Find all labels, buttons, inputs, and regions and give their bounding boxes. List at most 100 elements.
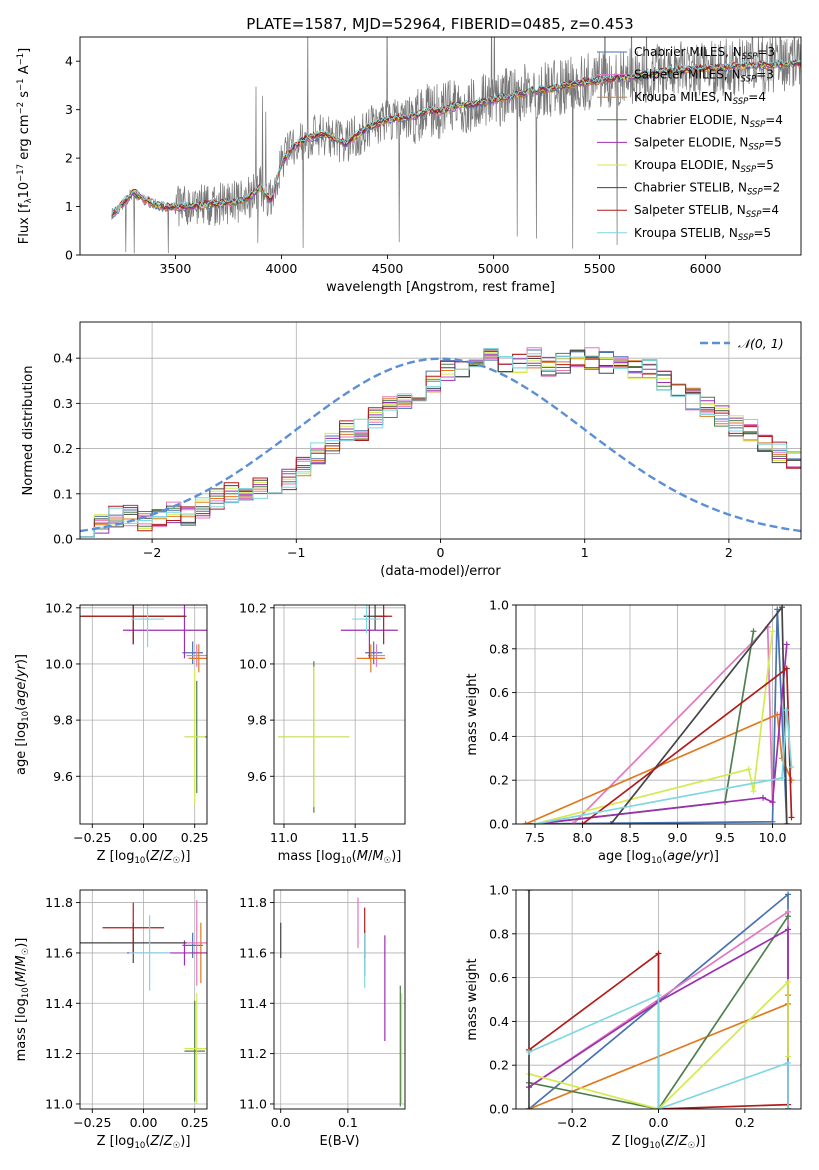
massweight-vs-age-ytick-label-0: 0.0 — [489, 817, 509, 832]
massweight-vs-age-line-chabrier_elodie — [534, 631, 755, 824]
spectrum-legend-label-5: Kroupa ELODIE, NSSP=5 — [634, 158, 774, 175]
massweight-vs-age-marker-kroupa_miles-3 — [788, 777, 795, 784]
massweight-vs-Z-line-kroupa_elodie — [528, 979, 789, 1109]
mass-vs-Z-ytick-label-4: 11.8 — [45, 895, 73, 910]
mass-vs-Z-frame: −0.25 0.00 0.25 11.0 11.2 11.4 11.6 11.8 Z [log1… — [14, 889, 209, 1151]
mass-vs-Z-ytick-label-2: 11.4 — [45, 996, 73, 1011]
massweight-vs-age-xtick-label-0: 7.5 — [525, 830, 545, 845]
mass-vs-Z-axes — [80, 890, 207, 1109]
spectrum-xtick-label-5: 6000 — [690, 261, 722, 276]
residual-histogram-ytick-label-1: 0.1 — [53, 486, 73, 501]
mass-vs-Z-xtick-label-1: 0.00 — [130, 1115, 158, 1130]
massweight-vs-age-marker-salpeter_elodie-2 — [769, 799, 776, 806]
age-vs-mass-plot-area — [278, 605, 398, 813]
age-vs-Z-ytick-label-2: 10.0 — [45, 656, 73, 671]
massweight-vs-age-plot-area — [522, 605, 795, 824]
massweight-vs-age-marker-kroupa_stelib-1 — [779, 775, 785, 782]
spectrum-ytick-label-3: 3 — [65, 102, 73, 117]
massweight-vs-Z-marker-chabrier_miles-1 — [785, 891, 792, 898]
mass-vs-ebv-ytick-label-4: 11.8 — [239, 895, 267, 910]
residual-histogram-xtick-label-3: 1 — [581, 545, 589, 560]
massweight-vs-Z-marker-kroupa_stelib-3 — [785, 1060, 792, 1067]
age-vs-Z-plot-area — [80, 605, 207, 805]
massweight-vs-age-marker-chabrier_stelib-2 — [783, 821, 790, 824]
massweight-vs-age-marker-kroupa_stelib-2 — [783, 707, 790, 714]
massweight-vs-age-ytick-label-5: 1.0 — [489, 598, 509, 613]
massweight-vs-age-marker-salpeter_stelib-0 — [579, 821, 586, 824]
massweight-vs-age-marker-kroupa_stelib-0 — [532, 821, 538, 824]
age-vs-mass-ytick-label-3: 10.2 — [239, 600, 267, 615]
spectrum-ylabel: Flux [fλ10−17 erg cm−2 s−1 A−1] — [16, 48, 34, 244]
massweight-vs-age-xtick-label-1: 8.0 — [573, 830, 593, 845]
spectrum-xlabel: wavelength [Angstrom, rest frame] — [326, 280, 555, 295]
mass-vs-ebv-xtick-label-1: 0.1 — [338, 1115, 358, 1130]
massweight-vs-Z-line-kroupa_stelib — [528, 993, 789, 1109]
residual-histogram-ylabel: Normed distribution — [21, 366, 36, 496]
massweight-vs-Z-plot-area — [525, 890, 792, 1109]
spectrum-legend-label-6: Chabrier STELIB, NSSP=2 — [634, 181, 780, 198]
massweight-vs-Z-ytick-label-2: 0.4 — [489, 1014, 509, 1029]
age-vs-Z-xtick-label-1: 0.00 — [130, 830, 158, 845]
massweight-vs-age-marker-kroupa_miles-1 — [774, 711, 781, 718]
massweight-vs-age-marker-kroupa_elodie-2 — [750, 788, 757, 795]
mass-vs-Z-ytick-label-3: 11.6 — [45, 945, 73, 960]
massweight-vs-age-marker-salpeter_stelib-1 — [783, 665, 790, 672]
massweight-vs-Z-marker-salpeter_elodie-2 — [785, 926, 792, 933]
massweight-vs-age-line-kroupa_miles — [525, 713, 793, 824]
figure-title: PLATE=1587, MJD=52964, FIBERID=0485, z=0… — [246, 15, 633, 33]
massweight-vs-age-line-salpeter_stelib — [581, 666, 793, 824]
spectrum-legend-label-8: Kroupa STELIB, NSSP=5 — [634, 226, 771, 243]
spectrum-legend-label-3: Chabrier ELODIE, NSSP=4 — [634, 113, 783, 130]
age-vs-Z-frame: −0.25 0.00 0.25 9.6 9.8 10.0 10.2 Z [log10(Z/Z☉… — [14, 600, 209, 866]
spectrum-model-kroupa_stelib — [111, 58, 801, 215]
massweight-vs-age-ytick-label-4: 0.8 — [489, 641, 509, 656]
residual-histogram-xtick-label-0: −2 — [143, 545, 161, 560]
mass-vs-ebv-plot-area — [280, 897, 403, 1107]
mass-vs-ebv-frame: 0.0 0.1 11.0 11.2 11.4 11.6 11.8 E(B-V) — [239, 889, 406, 1149]
massweight-vs-Z-marker-chabrier_elodie-2 — [785, 913, 792, 920]
mass-vs-ebv-ytick-label-1: 11.2 — [239, 1046, 267, 1061]
massweight-vs-Z-ytick-label-5: 1.0 — [489, 883, 509, 898]
spectrum-xtick-label-1: 4000 — [266, 261, 298, 276]
residual-histogram-frame: −2 −1 0 1 2 0.0 0.1 0.2 0.3 0.4 (data-model)/error… — [21, 321, 802, 579]
massweight-vs-Z-marker-kroupa_elodie-2 — [785, 978, 792, 985]
massweight-vs-Z-xlabel: Z [log10(Z/Z☉)] — [612, 1134, 706, 1151]
massweight-vs-age-spine — [515, 604, 802, 825]
age-vs-Z-xtick-label-2: 0.25 — [181, 830, 209, 845]
age-vs-mass-axes — [274, 605, 405, 824]
residual-normal-curve — [80, 357, 801, 533]
massweight-vs-Z-marker-kroupa_stelib-2 — [655, 1106, 662, 1109]
massweight-vs-Z-marker-kroupa_stelib-1 — [655, 992, 662, 999]
massweight-vs-age-ytick-label-1: 0.2 — [489, 773, 509, 788]
mass-vs-Z-xtick-label-0: −0.25 — [73, 1115, 111, 1130]
massweight-vs-Z-ytick-label-4: 0.8 — [489, 926, 509, 941]
mass-vs-ebv-xlabel: E(B-V) — [319, 1134, 359, 1149]
massweight-vs-age-marker-salpeter_elodie-3 — [783, 641, 790, 648]
massweight-vs-age-ylabel: mass weight — [465, 673, 480, 755]
massweight-vs-age-line-salpeter_elodie — [534, 644, 788, 824]
mass-vs-Z-ylabel: mass [log10(M/M☉)] — [14, 938, 31, 1062]
massweight-vs-age-line-kroupa_elodie — [534, 631, 774, 824]
spectrum-legend-label-2: Kroupa MILES, NSSP=4 — [634, 90, 766, 107]
spectrum-ytick-label-2: 2 — [65, 151, 73, 166]
spectrum-plot-area — [111, 37, 801, 254]
massweight-vs-Z-line-chabrier_elodie — [528, 915, 789, 1109]
spectrum-ytick-label-0: 0 — [65, 248, 73, 263]
massweight-vs-age-marker-chabrier_stelib-0 — [608, 821, 614, 824]
age-vs-mass-xtick-label-0: 11.0 — [270, 830, 298, 845]
residual-histogram-xtick-label-4: 2 — [725, 545, 733, 560]
massweight-vs-age-marker-chabrier_elodie-2 — [750, 628, 757, 635]
spectrum-ytick-label-1: 1 — [65, 199, 73, 214]
massweight-vs-age-marker-kroupa_elodie-3 — [769, 628, 776, 635]
residual-histogram-ytick-label-2: 0.2 — [53, 441, 73, 456]
residual-histogram-ytick-label-4: 0.4 — [53, 351, 73, 366]
residual-hist-salpeter_stelib — [80, 349, 801, 538]
spectrum-frame: 3500 4000 4500 5000 5500 6000 0 1 2 3 4 wavelength … — [16, 36, 802, 295]
massweight-vs-age-line-chabrier_miles — [525, 609, 788, 824]
residual-histogram-xlabel: (data-model)/error — [380, 564, 501, 579]
massweight-vs-Z-marker-salpeter_stelib-1 — [655, 950, 662, 957]
massweight-vs-age-marker-salpeter_elodie-1 — [760, 794, 766, 801]
mass-vs-Z-xtick-label-2: 0.25 — [181, 1115, 209, 1130]
mass-vs-Z-xlabel: Z [log10(Z/Z☉)] — [97, 1134, 191, 1151]
